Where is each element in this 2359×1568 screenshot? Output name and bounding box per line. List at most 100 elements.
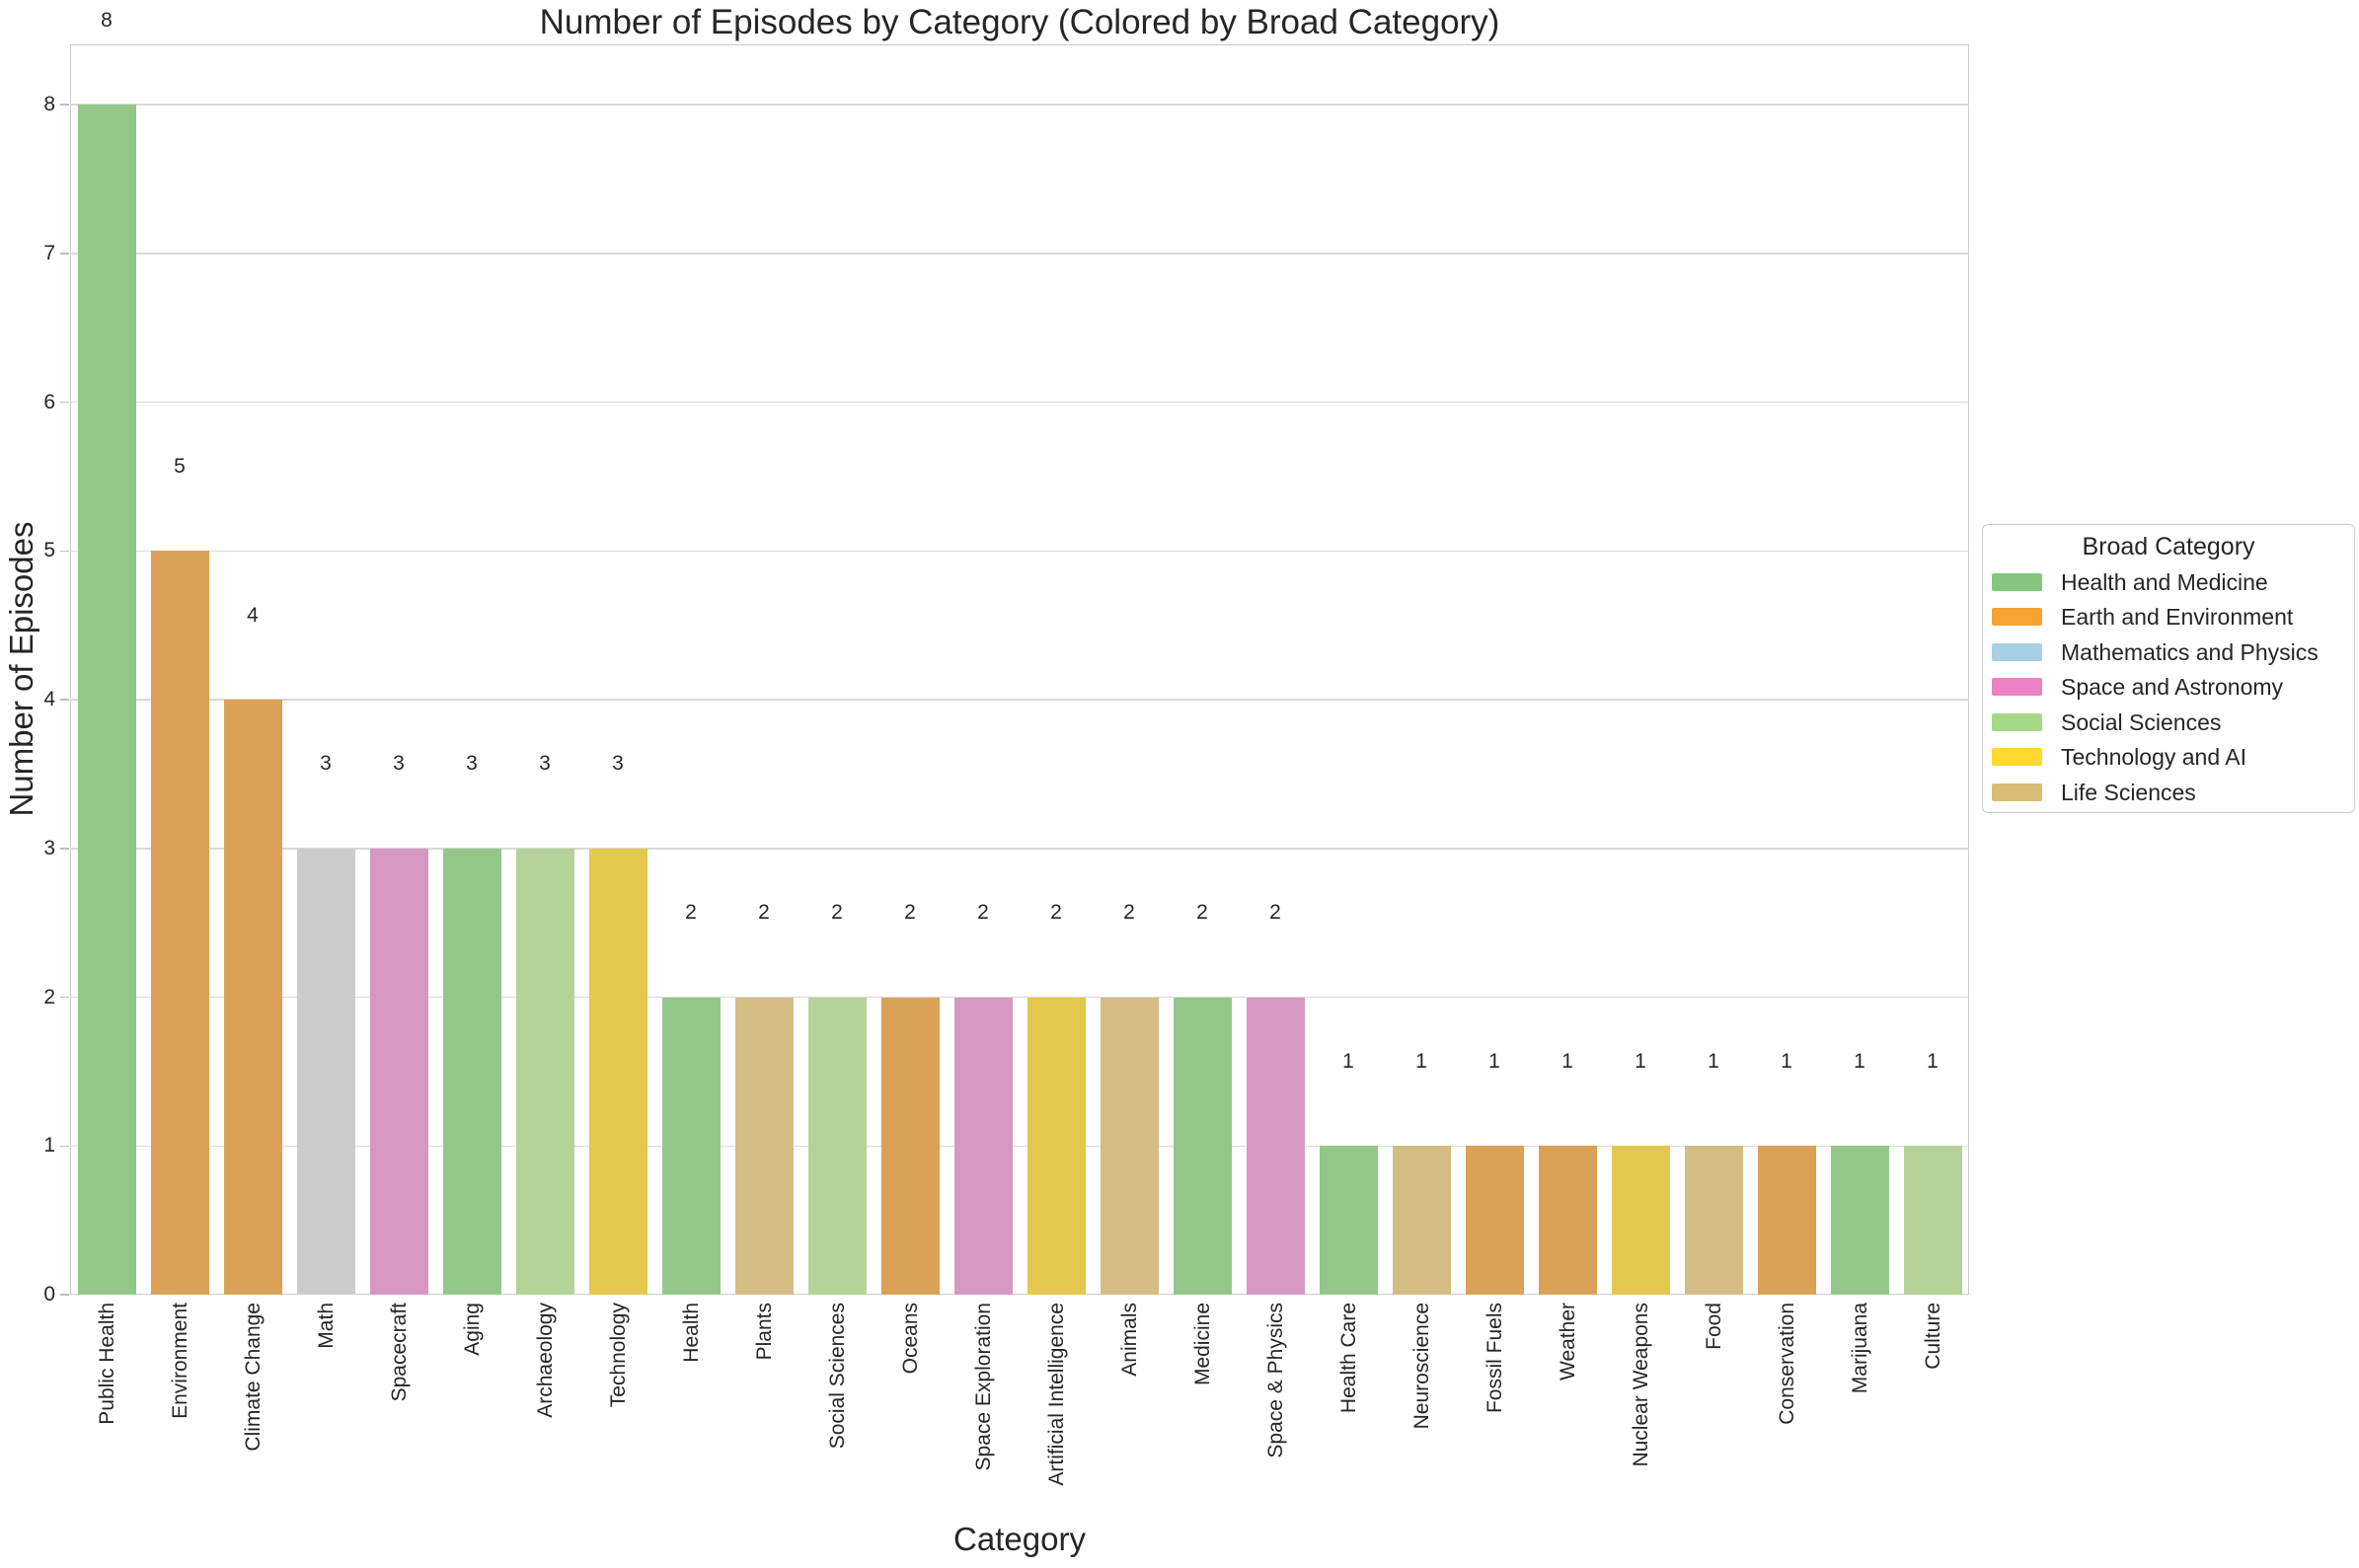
x-tick-label-text-11: Oceans xyxy=(899,1303,922,1375)
bar-neuroscience xyxy=(1392,1146,1451,1295)
gridline-y-6 xyxy=(70,401,1969,404)
x-tick-label-text-0: Public Health xyxy=(96,1303,118,1425)
gridline-y-7 xyxy=(70,253,1969,255)
legend: Broad Category Health and Medicine Earth … xyxy=(1982,524,2355,813)
legend-swatch-icon xyxy=(1992,572,2042,591)
bar-value-label-15: 2 xyxy=(1196,901,1208,924)
legend-title: Broad Category xyxy=(2082,533,2255,560)
x-tick-label-text-18: Neuroscience xyxy=(1410,1303,1433,1430)
legend-item-label: Space and Astronomy xyxy=(2061,674,2284,701)
legend-swatch-icon xyxy=(1992,678,2042,697)
bar-value-label-11: 2 xyxy=(904,901,916,924)
legend-item-earth-and-environment: Earth and Environment xyxy=(1983,600,2354,635)
y-tick-mark-0 xyxy=(60,1294,69,1296)
y-tick-mark-6 xyxy=(60,401,69,404)
legend-swatch-icon xyxy=(1992,642,2042,661)
legend-item-label: Social Sciences xyxy=(2061,709,2222,735)
bar-value-label-7: 3 xyxy=(612,752,624,776)
gridline-y-3 xyxy=(70,848,1969,850)
x-tick-label-text-25: Culture xyxy=(1922,1303,1944,1370)
bar-social-sciences xyxy=(807,997,867,1295)
x-tick-label-text-22: Food xyxy=(1703,1303,1725,1350)
x-tick-label-text-7: Technology xyxy=(607,1303,630,1408)
x-tick-label-text-6: Archaeology xyxy=(534,1303,557,1418)
bar-plants xyxy=(734,997,794,1295)
legend-swatch-icon xyxy=(1992,748,2042,767)
bar-archaeology xyxy=(515,848,574,1295)
x-tick-label-text-3: Math xyxy=(315,1303,338,1349)
y-tick-label-3: 3 xyxy=(43,836,55,859)
x-axis-label: Category xyxy=(953,1521,1086,1557)
x-tick-label-text-14: Animals xyxy=(1118,1303,1141,1377)
bar-value-label-1: 5 xyxy=(174,454,186,478)
bar-animals xyxy=(1100,997,1159,1295)
legend-item-label: Earth and Environment xyxy=(2061,604,2294,631)
bar-fossil-fuels xyxy=(1465,1146,1524,1295)
bar-value-label-21: 1 xyxy=(1635,1049,1646,1073)
x-tick-label-text-8: Health xyxy=(680,1303,703,1363)
x-tick-label-text-4: Spacecraft xyxy=(388,1303,411,1402)
bar-spacecraft xyxy=(369,848,428,1295)
x-tick-label-text-19: Fossil Fuels xyxy=(1484,1303,1506,1414)
gridline-y-2 xyxy=(70,996,1969,999)
legend-item-mathematics-and-physics: Mathematics and Physics xyxy=(1983,635,2354,670)
y-tick-mark-4 xyxy=(60,699,69,701)
legend-item-space-and-astronomy: Space and Astronomy xyxy=(1983,670,2354,706)
y-tick-mark-8 xyxy=(60,104,69,106)
bar-value-label-23: 1 xyxy=(1781,1049,1792,1073)
plot-area xyxy=(70,44,1969,1295)
x-tick-label-text-15: Medicine xyxy=(1191,1303,1214,1386)
bar-value-label-4: 3 xyxy=(393,752,405,776)
bar-oceans xyxy=(880,997,940,1295)
bar-aging xyxy=(442,848,501,1295)
bar-value-label-2: 4 xyxy=(247,603,259,627)
y-tick-label-6: 6 xyxy=(43,390,55,413)
gridline-y-8 xyxy=(70,104,1969,106)
y-tick-label-0: 0 xyxy=(43,1283,55,1306)
bar-health-care xyxy=(1319,1146,1378,1295)
bar-health xyxy=(661,997,721,1295)
bar-value-label-17: 1 xyxy=(1342,1049,1354,1073)
bar-value-label-25: 1 xyxy=(1927,1049,1939,1073)
gridline-y-5 xyxy=(70,550,1969,552)
bar-medicine xyxy=(1173,997,1232,1295)
bar-math xyxy=(296,848,355,1295)
bar-space-exploration xyxy=(953,997,1013,1295)
legend-swatch-icon xyxy=(1992,712,2042,731)
bar-weather xyxy=(1538,1146,1597,1295)
bar-value-label-10: 2 xyxy=(831,901,843,924)
y-tick-mark-5 xyxy=(60,550,69,552)
y-tick-label-8: 8 xyxy=(43,93,55,115)
bar-culture xyxy=(1903,1146,1962,1295)
y-tick-label-4: 4 xyxy=(43,688,55,710)
x-tick-label-text-24: Marijuana xyxy=(1849,1303,1871,1394)
x-tick-label-text-17: Health Care xyxy=(1337,1303,1360,1414)
y-tick-label-7: 7 xyxy=(43,241,55,264)
x-tick-label-text-13: Artificial Intelligence xyxy=(1045,1303,1068,1486)
gridline-y-1 xyxy=(70,1145,1969,1147)
x-tick-label-text-1: Environment xyxy=(169,1303,191,1419)
bar-value-label-5: 3 xyxy=(466,752,478,776)
bar-value-label-14: 2 xyxy=(1123,901,1135,924)
bar-value-label-20: 1 xyxy=(1561,1049,1573,1073)
bar-value-label-8: 2 xyxy=(685,901,697,924)
bar-value-label-0: 8 xyxy=(101,8,113,32)
bar-environment xyxy=(150,551,209,1295)
x-tick-label-text-2: Climate Change xyxy=(242,1303,265,1452)
bar-climate-change xyxy=(223,700,282,1295)
bar-value-label-22: 1 xyxy=(1708,1049,1719,1073)
bar-space-physics xyxy=(1246,997,1305,1295)
bar-value-label-12: 2 xyxy=(977,901,989,924)
bar-technology xyxy=(588,848,647,1295)
legend-rows: Health and Medicine Earth and Environment… xyxy=(1983,564,2354,810)
chart-title: Number of Episodes by Category (Colored … xyxy=(539,3,1500,41)
legend-item-label: Health and Medicine xyxy=(2061,568,2268,595)
bar-value-label-13: 2 xyxy=(1050,901,1062,924)
y-tick-mark-2 xyxy=(60,996,69,999)
x-tick-label-text-9: Plants xyxy=(753,1303,776,1361)
legend-item-health-and-medicine: Health and Medicine xyxy=(1983,564,2354,600)
x-tick-label-text-10: Social Sciences xyxy=(826,1303,849,1450)
y-axis-label-text: Number of Episodes xyxy=(3,521,39,817)
x-tick-label-text-20: Weather xyxy=(1557,1303,1579,1381)
legend-item-label: Mathematics and Physics xyxy=(2061,638,2319,665)
